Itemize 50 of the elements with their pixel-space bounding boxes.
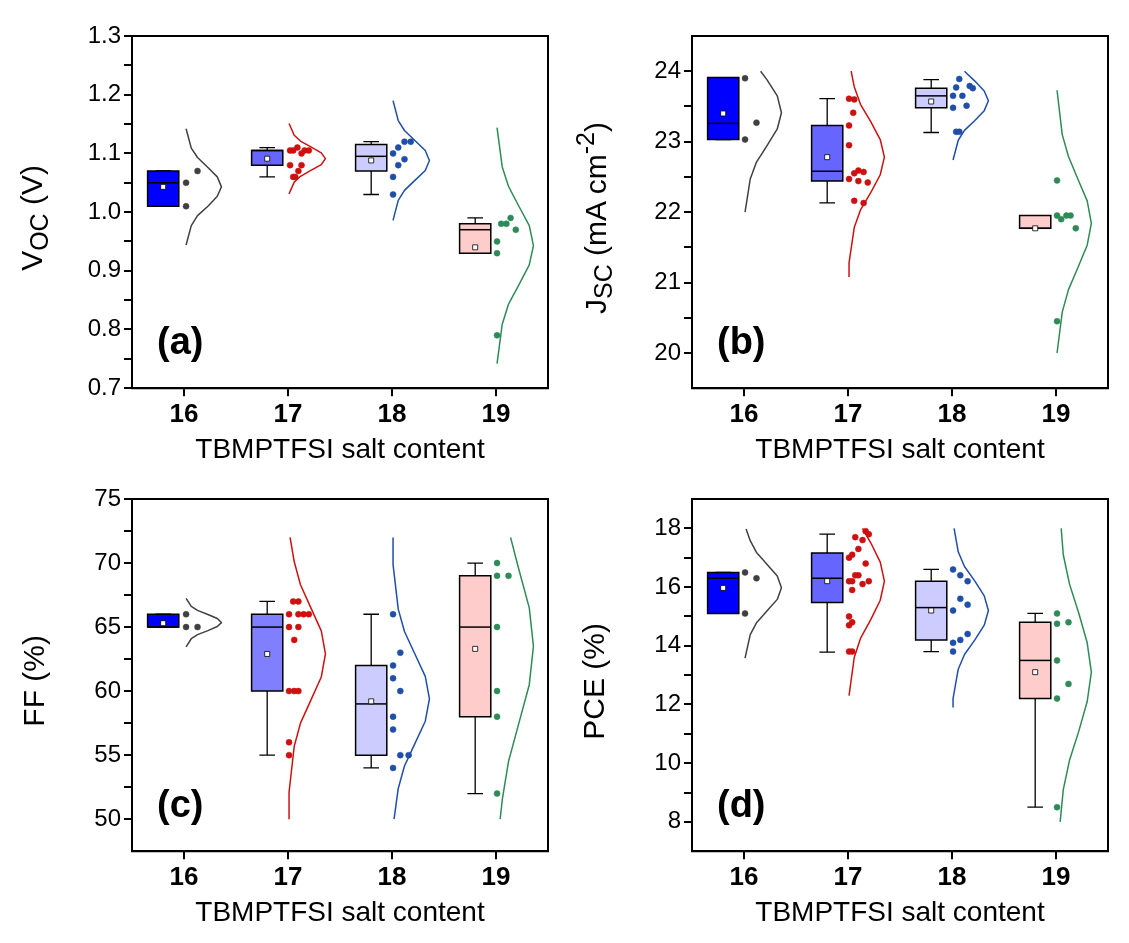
x-tick-label: 17 <box>273 860 303 891</box>
x-tick-label: 18 <box>377 860 407 891</box>
x-tick-label: 18 <box>937 397 967 428</box>
y-tick-label: 0.8 <box>87 314 121 342</box>
x-tick-label: 19 <box>1041 860 1071 891</box>
y-tick-label: 70 <box>94 547 121 575</box>
x-tick-label: 19 <box>481 397 511 428</box>
y-tick-label: 0.7 <box>87 372 121 400</box>
x-axis-title: TBMPTFSI salt content <box>755 432 1045 464</box>
y-axis-title: FF (%) <box>17 635 51 727</box>
x-tick-label: 16 <box>729 397 759 428</box>
annotation: (b) <box>717 319 766 362</box>
y-axis-title: PCE (%) <box>577 622 611 740</box>
y-tick-label: 23 <box>654 126 681 154</box>
annotation: (c) <box>157 782 204 825</box>
y-tick-label: 60 <box>94 675 121 703</box>
y-tick-label: 18 <box>654 512 681 540</box>
y-tick-label: 1.0 <box>87 196 121 224</box>
x-tick-label: 16 <box>169 397 199 428</box>
x-tick-label: 18 <box>377 397 407 428</box>
y-tick-label: 20 <box>654 337 681 365</box>
y-tick-label: 50 <box>94 803 121 831</box>
y-tick-label: 21 <box>654 267 681 295</box>
y-tick-label: 10 <box>654 747 681 775</box>
y-tick-label: 75 <box>94 483 121 511</box>
y-tick-label: 65 <box>94 611 121 639</box>
y-tick-label: 1.1 <box>87 138 121 166</box>
x-tick-label: 17 <box>833 860 863 891</box>
x-tick-label: 16 <box>169 860 199 891</box>
x-axis-title: TBMPTFSI salt content <box>195 895 485 927</box>
y-tick-label: 24 <box>654 55 681 83</box>
x-axis-title: TBMPTFSI salt content <box>195 432 485 464</box>
x-tick-label: 19 <box>1041 397 1071 428</box>
annotation: (d) <box>717 782 766 825</box>
annotation: (a) <box>157 319 204 362</box>
x-tick-label: 17 <box>273 397 303 428</box>
y-tick-label: 55 <box>94 739 121 767</box>
x-tick-label: 16 <box>729 860 759 891</box>
y-tick-label: 1.2 <box>87 79 121 107</box>
y-tick-label: 14 <box>654 630 681 658</box>
y-tick-label: 1.3 <box>87 20 121 48</box>
x-tick-label: 19 <box>481 860 511 891</box>
y-tick-label: 12 <box>654 689 681 717</box>
y-tick-label: 16 <box>654 571 681 599</box>
x-tick-label: 17 <box>833 397 863 428</box>
x-tick-label: 18 <box>937 860 967 891</box>
y-tick-label: 0.9 <box>87 255 121 283</box>
x-axis-title: TBMPTFSI salt content <box>755 895 1045 927</box>
y-tick-label: 8 <box>667 806 681 834</box>
y-tick-label: 22 <box>654 196 681 224</box>
